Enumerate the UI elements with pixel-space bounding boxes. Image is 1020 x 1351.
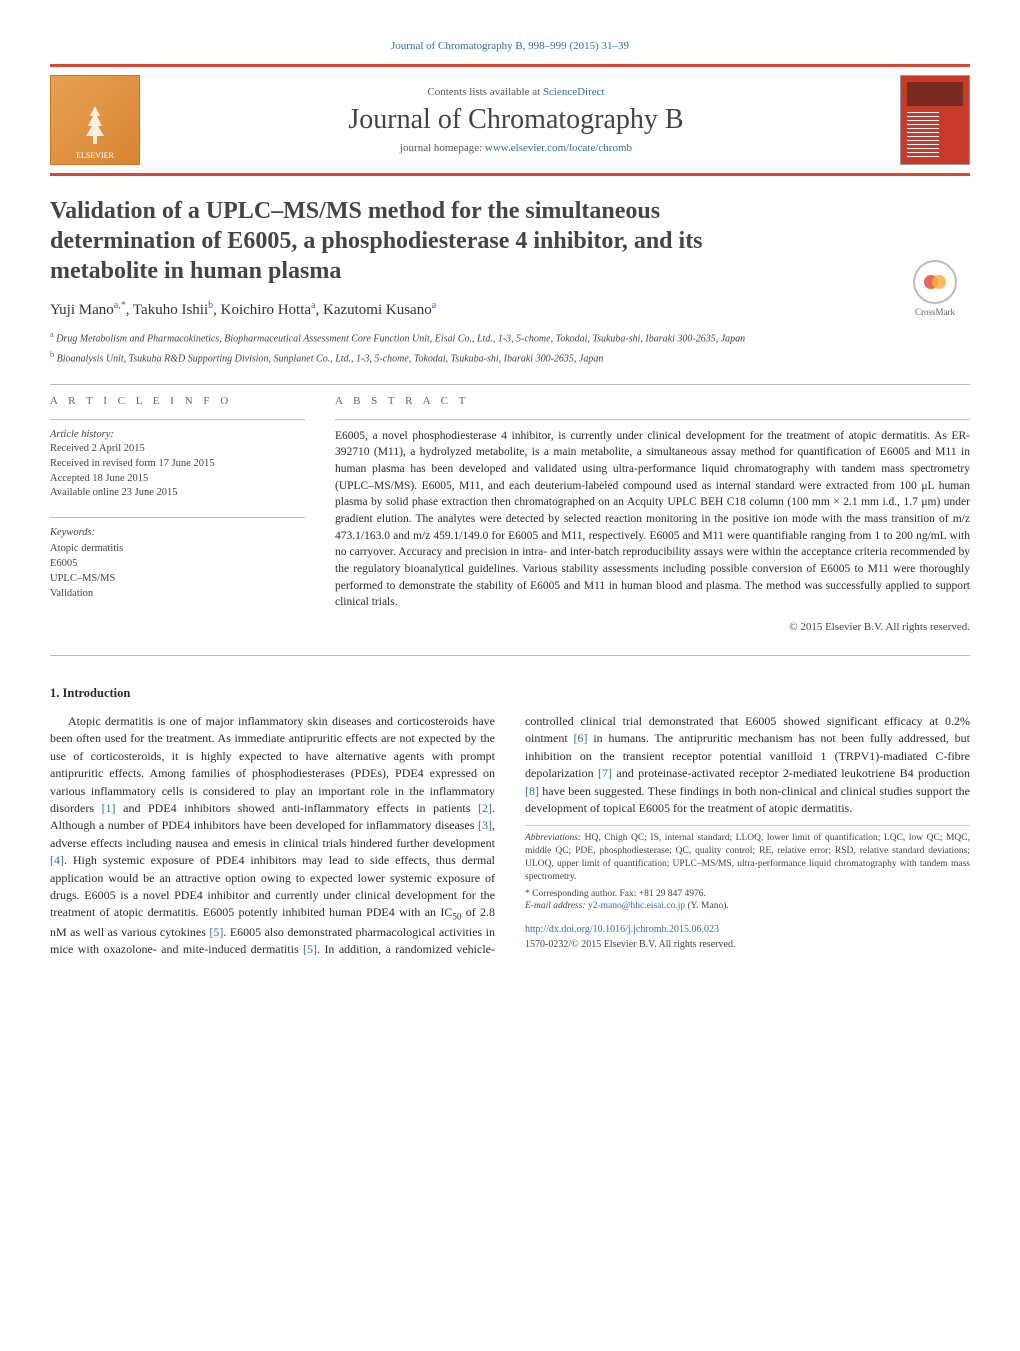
ref-link[interactable]: [5] xyxy=(303,942,317,956)
article-title: Validation of a UPLC–MS/MS method for th… xyxy=(50,196,810,286)
keyword: Atopic dermatitis xyxy=(50,541,305,556)
ref-link[interactable]: [1] xyxy=(102,801,116,815)
affiliations: a Drug Metabolism and Pharmacokinetics, … xyxy=(50,329,970,366)
journal-citation-link[interactable]: Journal of Chromatography B, 998–999 (20… xyxy=(391,40,629,52)
article-history: Article history: Received 2 April 2015Re… xyxy=(50,428,305,501)
ref-link[interactable]: [3] xyxy=(478,818,492,832)
keyword: UPLC–MS/MS xyxy=(50,571,305,586)
ref-link[interactable]: [7] xyxy=(598,766,612,780)
article-info-abstract-row: A R T I C L E I N F O Article history: R… xyxy=(50,395,970,633)
sciencedirect-link[interactable]: ScienceDirect xyxy=(543,86,605,98)
abstract-text: E6005, a novel phosphodiesterase 4 inhib… xyxy=(335,428,970,611)
abbrev-footnote: Abbreviations: HQ, Chigh QC; IS, interna… xyxy=(525,832,970,883)
email-link[interactable]: y2-mano@hhc.eisai.co.jp xyxy=(588,901,685,911)
authors: Yuji Manoa,*, Takuho Ishiib, Koichiro Ho… xyxy=(50,300,970,319)
header-center: Contents lists available at ScienceDirec… xyxy=(140,86,892,154)
section-heading-intro: 1. Introduction xyxy=(50,686,970,701)
issn-copyright: 1570-0232/© 2015 Elsevier B.V. All right… xyxy=(525,938,970,953)
ref-link[interactable]: [6] xyxy=(574,731,588,745)
abstract-heading: A B S T R A C T xyxy=(335,395,970,407)
body-two-col: Atopic dermatitis is one of major inflam… xyxy=(50,713,970,959)
history-line: Received 2 April 2015 xyxy=(50,442,305,457)
abstract-col: A B S T R A C T E6005, a novel phosphodi… xyxy=(335,395,970,633)
journal-citation: Journal of Chromatography B, 998–999 (20… xyxy=(50,40,970,52)
elsevier-logo: ELSEVIER xyxy=(50,75,140,165)
keywords-label: Keywords: xyxy=(50,526,305,541)
elsevier-tree-icon xyxy=(70,101,120,151)
elsevier-label: ELSEVIER xyxy=(76,151,114,160)
homepage-link[interactable]: www.elsevier.com/locate/chromb xyxy=(485,142,632,154)
corresponding-author: * Corresponding author. Fax: +81 29 847 … xyxy=(525,888,970,901)
ref-link[interactable]: [5] xyxy=(209,925,223,939)
history-label: Article history: xyxy=(50,428,305,443)
affiliation: b Bioanalysis Unit, Tsukuba R&D Supporti… xyxy=(50,349,970,366)
footnotes: Abbreviations: HQ, Chigh QC; IS, interna… xyxy=(525,825,970,913)
article-info-heading: A R T I C L E I N F O xyxy=(50,395,305,407)
ref-link[interactable]: [4] xyxy=(50,853,64,867)
history-line: Received in revised form 17 June 2015 xyxy=(50,457,305,472)
ref-link[interactable]: [8] xyxy=(525,784,539,798)
divider xyxy=(50,655,970,656)
divider xyxy=(50,517,305,518)
article-info-col: A R T I C L E I N F O Article history: R… xyxy=(50,395,305,633)
homepage-line: journal homepage: www.elsevier.com/locat… xyxy=(140,142,892,154)
divider xyxy=(335,419,970,420)
history-line: Available online 23 June 2015 xyxy=(50,486,305,501)
journal-name: Journal of Chromatography B xyxy=(140,104,892,136)
ref-link[interactable]: [2] xyxy=(478,801,492,815)
history-line: Accepted 18 June 2015 xyxy=(50,472,305,487)
divider xyxy=(50,419,305,420)
keywords-block: Keywords: Atopic dermatitisE6005UPLC–MS/… xyxy=(50,526,305,602)
journal-cover-thumb xyxy=(900,75,970,165)
affiliation: a Drug Metabolism and Pharmacokinetics, … xyxy=(50,329,970,346)
journal-header: ELSEVIER Contents lists available at Sci… xyxy=(50,64,970,176)
divider xyxy=(50,384,970,385)
keyword: Validation xyxy=(50,586,305,601)
crossmark-label: CrossMark xyxy=(915,307,955,317)
contents-line: Contents lists available at ScienceDirec… xyxy=(140,86,892,98)
abstract-copyright: © 2015 Elsevier B.V. All rights reserved… xyxy=(335,621,970,633)
keyword: E6005 xyxy=(50,556,305,571)
doi-link[interactable]: http://dx.doi.org/10.1016/j.jchromb.2015… xyxy=(525,923,970,938)
email-line: E-mail address: y2-mano@hhc.eisai.co.jp … xyxy=(525,900,970,913)
crossmark-badge[interactable]: CrossMark xyxy=(900,260,970,317)
crossmark-circle-icon xyxy=(913,260,957,304)
